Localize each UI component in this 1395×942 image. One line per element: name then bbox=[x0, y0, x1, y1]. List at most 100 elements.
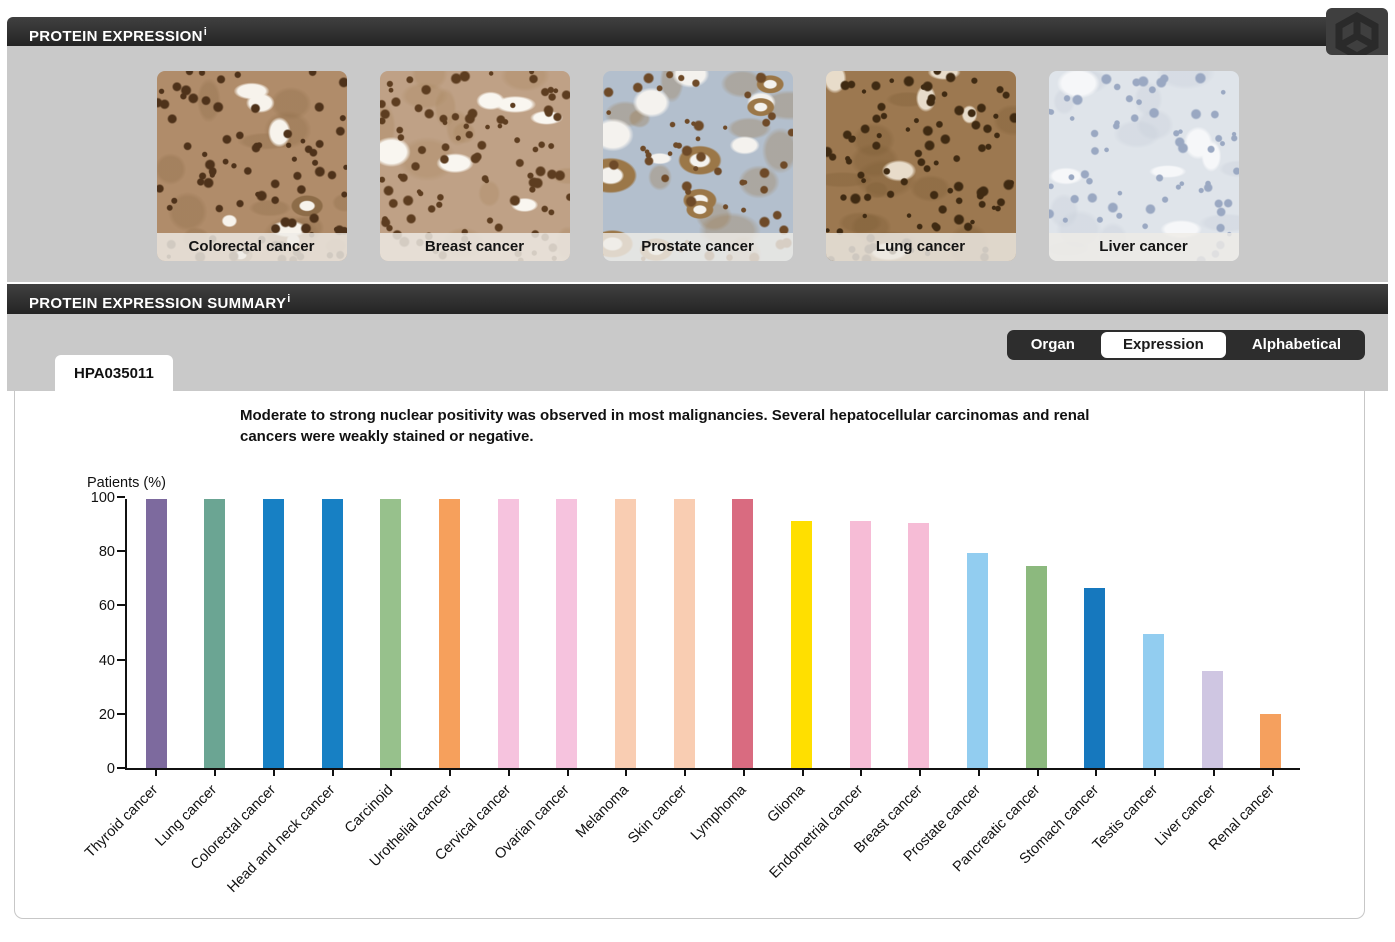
x-tick-mark bbox=[331, 768, 334, 776]
bar-cervical-cancer[interactable] bbox=[497, 499, 519, 768]
x-tick-mark bbox=[625, 768, 628, 776]
expression-summary-panel: Moderate to strong nuclear positivity wa… bbox=[14, 391, 1365, 919]
bar-prostate-cancer[interactable] bbox=[967, 552, 989, 768]
x-tick-label-glioma[interactable]: Glioma bbox=[764, 782, 808, 826]
protein-expression-header-label: PROTEIN EXPRESSION bbox=[29, 28, 203, 45]
toggle-button-expression[interactable]: Expression bbox=[1100, 332, 1226, 358]
x-tick-label-head-and-neck-cancer[interactable]: Head and neck cancer bbox=[224, 782, 338, 896]
bar-slot bbox=[596, 499, 655, 768]
bar-thyroid-cancer[interactable] bbox=[145, 499, 167, 768]
x-tick-mark bbox=[507, 768, 510, 776]
protein-expression-summary-header: PROTEIN EXPRESSION SUMMARYi bbox=[7, 284, 1388, 314]
bar-carcinoid[interactable] bbox=[380, 499, 402, 768]
bar-slot bbox=[420, 499, 479, 768]
tissue-image-colorectal-cancer[interactable]: Colorectal cancer bbox=[156, 71, 347, 261]
bar-slot bbox=[890, 499, 949, 768]
bar-slot bbox=[538, 499, 597, 768]
tissue-image-caption: Breast cancer bbox=[379, 233, 570, 261]
bar-slot bbox=[186, 499, 245, 768]
x-tick-mark bbox=[801, 768, 804, 776]
y-tick-label: 20 bbox=[98, 706, 115, 723]
bar-slot bbox=[479, 499, 538, 768]
info-superscript-icon[interactable]: i bbox=[203, 26, 208, 38]
y-tick-mark bbox=[117, 550, 125, 553]
protein-expression-header: PROTEIN EXPRESSIONi bbox=[7, 8, 1388, 55]
bar-renal-cancer[interactable] bbox=[1260, 714, 1282, 768]
bar-slot bbox=[948, 499, 1007, 768]
bar-slot bbox=[655, 499, 714, 768]
info-superscript-icon[interactable]: i bbox=[287, 293, 291, 305]
y-tick-label: 0 bbox=[106, 761, 115, 777]
antibody-tab[interactable]: HPA035011 bbox=[55, 355, 173, 391]
antibody-tab-label: HPA035011 bbox=[74, 365, 154, 382]
tissue-image-lung-cancer[interactable]: Lung cancer bbox=[825, 71, 1016, 261]
bar-endometrial-cancer[interactable] bbox=[849, 520, 871, 768]
x-tick-mark bbox=[1154, 768, 1157, 776]
tissue-image-liver-cancer[interactable]: Liver cancer bbox=[1048, 71, 1239, 261]
toggle-button-alphabetical[interactable]: Alphabetical bbox=[1251, 336, 1341, 353]
x-tick-mark bbox=[1271, 768, 1274, 776]
y-tick-mark bbox=[117, 604, 125, 607]
y-tick-label: 40 bbox=[98, 652, 115, 669]
bar-ovarian-cancer[interactable] bbox=[556, 499, 578, 768]
tissue-image-caption: Liver cancer bbox=[1048, 233, 1239, 261]
y-tick-label: 100 bbox=[90, 490, 115, 506]
bar-slot bbox=[831, 499, 890, 768]
tissue-image-caption: Prostate cancer bbox=[602, 233, 793, 261]
x-tick-mark bbox=[566, 768, 569, 776]
y-tick-mark bbox=[117, 658, 125, 661]
bar-slot bbox=[772, 499, 831, 768]
bar-liver-cancer[interactable] bbox=[1201, 671, 1223, 768]
tissue-image-breast-cancer[interactable]: Breast cancer bbox=[379, 71, 570, 261]
bar-lung-cancer[interactable] bbox=[204, 499, 226, 768]
expression-bar-chart: Patients (%) Thyroid cancer Lung cancer Co… bbox=[83, 475, 1364, 918]
bar-skin-cancer[interactable] bbox=[673, 499, 695, 768]
bar-pancreatic-cancer[interactable] bbox=[1025, 566, 1047, 768]
x-tick-mark bbox=[977, 768, 980, 776]
protein-expression-summary-header-label: PROTEIN EXPRESSION SUMMARY bbox=[29, 295, 287, 312]
x-tick-label-carcinoid[interactable]: Carcinoid bbox=[342, 782, 397, 837]
bar-stomach-cancer[interactable] bbox=[1084, 587, 1106, 768]
x-tick-mark bbox=[272, 768, 275, 776]
x-tick-mark bbox=[214, 768, 217, 776]
bar-head-and-neck-cancer[interactable] bbox=[321, 499, 343, 768]
bar-slot bbox=[303, 499, 362, 768]
bar-slot bbox=[127, 499, 186, 768]
protein-expression-page: PROTEIN EXPRESSIONi Colorectal cancer Bre… bbox=[7, 8, 1388, 919]
bar-slot bbox=[714, 499, 773, 768]
bar-breast-cancer[interactable] bbox=[908, 523, 930, 768]
y-axis-title: Patients (%) bbox=[87, 475, 166, 491]
x-tick-label-thyroid-cancer[interactable]: Thyroid cancer bbox=[82, 782, 162, 862]
bar-glioma[interactable] bbox=[791, 520, 813, 768]
bars-container bbox=[127, 499, 1300, 768]
bar-colorectal-cancer[interactable] bbox=[263, 499, 285, 768]
bar-lymphoma[interactable] bbox=[732, 499, 754, 768]
y-tick-label: 60 bbox=[98, 598, 115, 615]
sort-view-toggle-group: Organ Expression Alphabetical bbox=[1006, 330, 1365, 360]
tissue-image-caption: Lung cancer bbox=[825, 233, 1016, 261]
y-tick-mark bbox=[117, 767, 125, 769]
x-tick-label-melanoma[interactable]: Melanoma bbox=[572, 782, 632, 842]
bar-slot bbox=[362, 499, 421, 768]
bar-slot bbox=[1124, 499, 1183, 768]
bar-slot bbox=[1007, 499, 1066, 768]
x-tick-label-skin-cancer[interactable]: Skin cancer bbox=[625, 782, 691, 847]
x-tick-mark bbox=[1212, 768, 1215, 776]
hpa-cube-logo-icon bbox=[1326, 8, 1388, 55]
bar-testis-cancer[interactable] bbox=[1142, 633, 1164, 768]
y-tick-label: 80 bbox=[98, 544, 115, 561]
y-tick-mark bbox=[117, 496, 125, 498]
summary-text: Moderate to strong nuclear positivity wa… bbox=[240, 407, 1090, 445]
toggle-button-organ[interactable]: Organ bbox=[1030, 336, 1075, 353]
x-tick-mark bbox=[742, 768, 745, 776]
bar-urothelial-cancer[interactable] bbox=[439, 499, 461, 768]
bar-slot bbox=[1066, 499, 1125, 768]
x-tick-label-lymphoma[interactable]: Lymphoma bbox=[687, 782, 750, 844]
tissue-image-caption: Colorectal cancer bbox=[156, 233, 347, 261]
bar-melanoma[interactable] bbox=[615, 499, 637, 768]
tissue-image-prostate-cancer[interactable]: Prostate cancer bbox=[602, 71, 793, 261]
x-tick-mark bbox=[390, 768, 393, 776]
x-axis-labels: Thyroid cancer Lung cancer Colorectal canc… bbox=[83, 768, 1300, 916]
plot-area: Patients (%) Thyroid cancer Lung cancer Co… bbox=[83, 475, 1300, 896]
x-tick-mark bbox=[155, 768, 158, 776]
